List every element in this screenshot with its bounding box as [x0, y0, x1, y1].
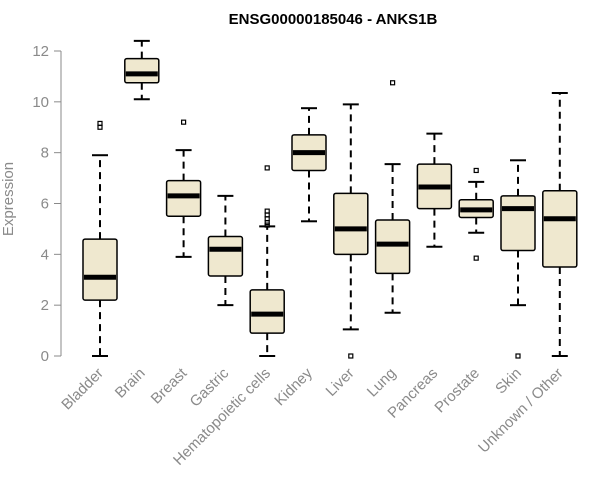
x-label-liver: Liver [323, 365, 358, 400]
y-tick-label-2: 2 [41, 297, 49, 314]
box-pancreas [416, 132, 453, 248]
outlier-prostate-0 [473, 255, 479, 261]
y-tick-label-6: 6 [41, 196, 49, 213]
outlier-lung-0 [390, 80, 396, 86]
outlier-liver-0 [348, 353, 354, 359]
chart-title: ENSG00000185046 - ANKS1B [229, 11, 438, 28]
boxes [82, 39, 578, 359]
y-tick-label-0: 0 [41, 348, 49, 365]
outlier-breast-0 [181, 119, 187, 125]
box-skin [500, 159, 536, 359]
box-rect-breast [165, 179, 202, 217]
box-hematopoietic-cells [249, 165, 285, 357]
box-breast [165, 119, 202, 258]
box-brain [124, 39, 160, 101]
outlier-prostate-1 [473, 167, 479, 174]
outlier-skin-0 [515, 353, 521, 359]
outlier-bladder-1 [97, 120, 103, 127]
y-tick-label-12: 12 [32, 43, 49, 60]
y-axis-label: Expression [0, 162, 17, 236]
x-label-brain: Brain [112, 365, 149, 402]
box-kidney [291, 107, 327, 223]
y-tick-label-10: 10 [32, 94, 49, 111]
y-axis: 0 2 4 6 8 10 12 [32, 43, 62, 365]
box-liver [333, 103, 369, 359]
box-rect-liver [333, 192, 369, 256]
x-label-skin: Skin [492, 365, 525, 398]
box-bladder [82, 120, 118, 357]
outlier-hematopoietic-cells-4 [264, 208, 270, 214]
box-rect-skin [500, 195, 536, 252]
x-label-prostate: Prostate [431, 365, 483, 417]
x-label-lung: Lung [364, 365, 400, 401]
box-rect-gastric [207, 235, 244, 277]
box-rect-brain [124, 57, 160, 84]
x-label-bladder: Bladder [58, 365, 107, 414]
x-label-kidney: Kidney [271, 364, 316, 409]
box-rect-hematopoietic-cells [249, 289, 285, 334]
box-rect-unknown-other [542, 190, 578, 268]
box-rect-lung [374, 219, 411, 275]
x-label-breast: Breast [148, 364, 191, 407]
box-gastric [207, 194, 244, 307]
box-prostate [458, 167, 494, 261]
box-lung [374, 80, 411, 314]
y-tick-label-4: 4 [41, 246, 49, 263]
y-tick-label-8: 8 [41, 145, 49, 162]
box-rect-bladder [82, 238, 118, 301]
outlier-hematopoietic-cells-5 [264, 165, 270, 171]
box-unknown-other [542, 91, 578, 357]
